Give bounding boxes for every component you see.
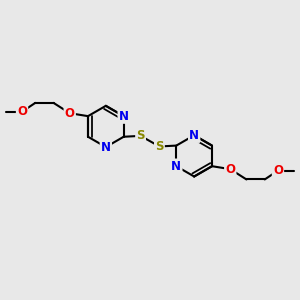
Text: O: O	[17, 105, 27, 118]
Text: N: N	[119, 110, 129, 123]
Text: O: O	[273, 164, 283, 177]
Text: S: S	[136, 129, 145, 142]
Text: N: N	[171, 160, 181, 173]
Text: N: N	[189, 129, 199, 142]
Text: O: O	[225, 163, 235, 176]
Text: O: O	[65, 107, 75, 120]
Text: S: S	[155, 140, 164, 153]
Text: N: N	[101, 141, 111, 154]
